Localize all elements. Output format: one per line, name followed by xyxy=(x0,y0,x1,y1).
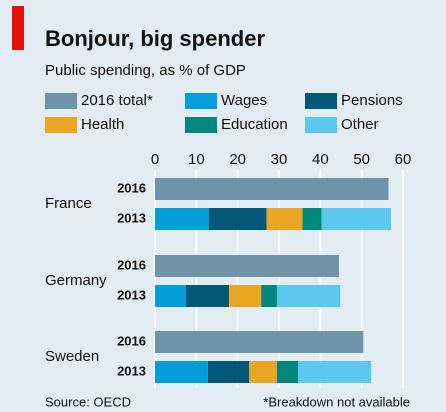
x-tick-label: 20 xyxy=(229,151,246,168)
legend-swatch xyxy=(45,117,77,133)
bar xyxy=(155,331,364,353)
bar-segment xyxy=(155,208,209,230)
bar-segment xyxy=(155,285,186,307)
legend-swatch xyxy=(45,93,77,109)
chart-title: Bonjour, big spender xyxy=(45,26,265,51)
category-label: Sweden xyxy=(45,348,99,365)
row-label: 2013 xyxy=(117,363,146,378)
x-tick-label: 10 xyxy=(188,151,205,168)
legend-swatch xyxy=(185,117,217,133)
row-label: 2016 xyxy=(117,257,146,272)
legend-swatch xyxy=(305,93,337,109)
bar-segment xyxy=(261,285,277,307)
legend-label: Wages xyxy=(221,92,267,109)
bar-segment xyxy=(266,208,303,230)
source: Source: OECD xyxy=(45,394,131,409)
legend-label: 2016 total* xyxy=(81,92,153,109)
category-label: France xyxy=(45,195,92,212)
row-label: 2013 xyxy=(117,287,146,302)
bar-segment xyxy=(321,208,392,230)
red-tag xyxy=(12,6,24,50)
x-tick-label: 0 xyxy=(151,151,159,168)
bar-segment xyxy=(298,361,372,383)
bar-segment xyxy=(228,285,262,307)
chart-subtitle: Public spending, as % of GDP xyxy=(45,62,246,79)
bar-segment xyxy=(276,285,341,307)
bar xyxy=(155,255,339,277)
x-tick-label: 40 xyxy=(312,151,329,168)
category-label: Germany xyxy=(45,272,107,289)
bar-segment xyxy=(249,361,277,383)
bar-segment xyxy=(208,208,267,230)
legend-label: Health xyxy=(81,116,124,133)
x-tick-label: 30 xyxy=(271,151,288,168)
x-tick-label: 60 xyxy=(395,151,412,168)
row-label: 2016 xyxy=(117,180,146,195)
row-label: 2013 xyxy=(117,210,146,225)
bar-segment xyxy=(186,285,229,307)
legend-label: Other xyxy=(341,116,379,133)
bar-segment xyxy=(155,361,208,383)
bar-segment xyxy=(207,361,250,383)
row-label: 2016 xyxy=(117,333,146,348)
bar-segment xyxy=(302,208,322,230)
x-tick-label: 50 xyxy=(353,151,370,168)
bar xyxy=(155,178,389,200)
legend-label: Education xyxy=(221,116,288,133)
legend-swatch xyxy=(305,117,337,133)
legend-label: Pensions xyxy=(341,92,403,109)
bar-segment xyxy=(276,361,299,383)
footnote: *Breakdown not available xyxy=(263,394,410,409)
legend-swatch xyxy=(185,93,217,109)
